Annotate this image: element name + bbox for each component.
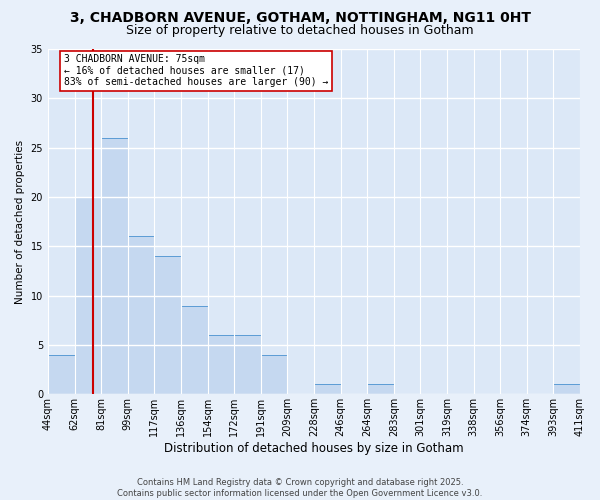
X-axis label: Distribution of detached houses by size in Gotham: Distribution of detached houses by size …	[164, 442, 464, 455]
Bar	[128, 236, 154, 394]
Text: Contains HM Land Registry data © Crown copyright and database right 2025.
Contai: Contains HM Land Registry data © Crown c…	[118, 478, 482, 498]
Bar	[74, 197, 101, 394]
Bar	[181, 306, 208, 394]
Bar	[101, 138, 128, 394]
Bar	[48, 355, 74, 395]
Bar	[367, 384, 394, 394]
Y-axis label: Number of detached properties: Number of detached properties	[15, 140, 25, 304]
Text: 3 CHADBORN AVENUE: 75sqm
← 16% of detached houses are smaller (17)
83% of semi-d: 3 CHADBORN AVENUE: 75sqm ← 16% of detach…	[64, 54, 328, 87]
Bar	[208, 335, 234, 394]
Bar	[553, 384, 580, 394]
Text: 3, CHADBORN AVENUE, GOTHAM, NOTTINGHAM, NG11 0HT: 3, CHADBORN AVENUE, GOTHAM, NOTTINGHAM, …	[70, 11, 530, 25]
Bar	[261, 355, 287, 395]
Text: Size of property relative to detached houses in Gotham: Size of property relative to detached ho…	[126, 24, 474, 37]
Bar	[314, 384, 341, 394]
Bar	[234, 335, 261, 394]
Bar	[154, 256, 181, 394]
